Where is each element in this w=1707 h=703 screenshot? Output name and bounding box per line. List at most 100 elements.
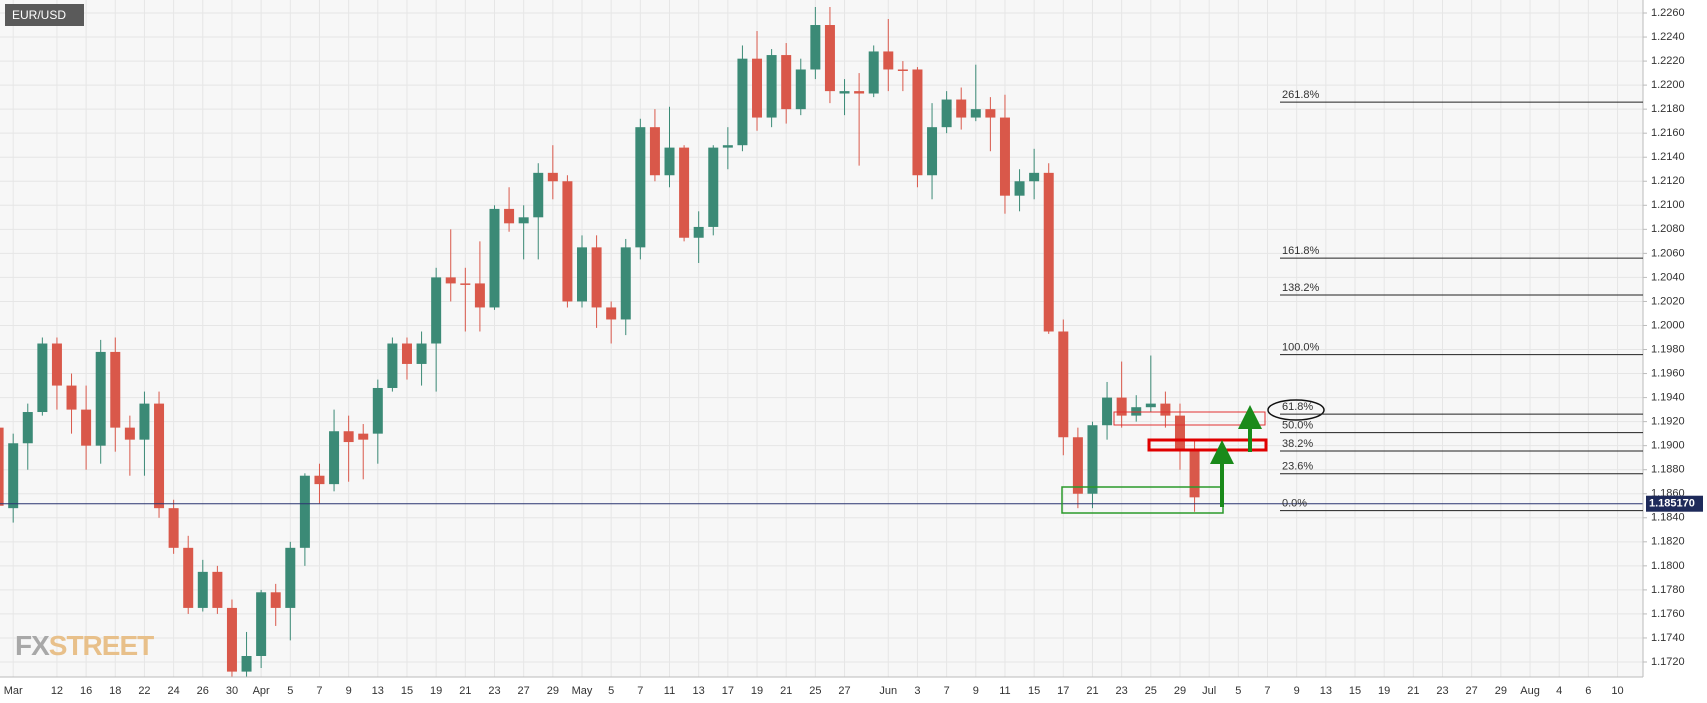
candle-body [664, 147, 675, 176]
y-tick-label: 1.1940 [1651, 391, 1685, 403]
x-tick-label: 25 [1145, 685, 1157, 697]
candle-body [956, 99, 967, 118]
candle-body [562, 181, 573, 302]
x-tick-label: Aug [1520, 685, 1540, 697]
candle-body [1058, 331, 1069, 438]
candle-body [474, 283, 485, 308]
candle-body [577, 247, 587, 302]
y-tick-label: 1.2260 [1651, 7, 1685, 19]
x-tick-label: 29 [547, 685, 559, 697]
candle-body [270, 592, 281, 608]
candle-body [897, 69, 908, 71]
x-tick-label: 25 [809, 685, 821, 697]
x-tick-label: 9 [973, 685, 979, 697]
y-tick-label: 1.1720 [1651, 656, 1685, 668]
y-tick-label: 1.2040 [1651, 271, 1685, 283]
plot-background [0, 0, 1643, 677]
candle-body [1116, 397, 1127, 416]
candle-body [883, 51, 894, 70]
y-tick-label: 1.2220 [1651, 55, 1685, 67]
candle-body [970, 109, 981, 118]
last-price-label: 1.185170 [1649, 498, 1695, 510]
candle-body [927, 127, 938, 176]
resistance-box [1147, 438, 1268, 452]
x-tick-label: 29 [1174, 685, 1186, 697]
x-tick-label: 10 [1611, 685, 1623, 697]
candle-body [708, 147, 719, 227]
x-tick-label: Jul [1202, 685, 1216, 697]
candle-body [110, 351, 121, 428]
y-tick-label: 1.2180 [1651, 103, 1685, 115]
x-tick-label: 19 [430, 685, 442, 697]
y-tick-label: 1.2020 [1651, 295, 1685, 307]
candle-body [795, 69, 806, 110]
candle-body [1145, 403, 1156, 408]
x-tick-label: 7 [637, 685, 643, 697]
x-tick-label: 12 [51, 685, 63, 697]
candle-body [999, 117, 1010, 196]
x-tick-label: 7 [316, 685, 322, 697]
y-tick-label: 1.2200 [1651, 79, 1685, 91]
candle-body [256, 592, 267, 656]
candle-body [693, 226, 704, 238]
x-tick-label: 22 [138, 685, 150, 697]
y-tick-label: 1.1880 [1651, 464, 1685, 476]
x-tick-label: 17 [1057, 685, 1069, 697]
candle-body [781, 55, 792, 110]
y-tick-label: 1.2120 [1651, 175, 1685, 187]
candle-body [285, 547, 296, 608]
candle-body [547, 172, 558, 182]
x-tick-label: 26 [197, 685, 209, 697]
y-tick-label: 1.1840 [1651, 512, 1685, 524]
y-tick-label: 1.2000 [1651, 319, 1685, 331]
candle-body [752, 58, 763, 118]
candle-body [1102, 397, 1113, 426]
candle-body [299, 475, 310, 548]
x-tick-label: 13 [693, 685, 705, 697]
watermark: FXSTREET [15, 630, 154, 661]
candle-body [168, 508, 179, 548]
x-tick-label: 30 [226, 685, 238, 697]
x-tick-label: 27 [518, 685, 530, 697]
fib-label: 61.8% [1282, 401, 1313, 413]
x-tick-label: 27 [838, 685, 850, 697]
x-tick-label: 15 [1028, 685, 1040, 697]
fib-label: 100.0% [1282, 341, 1320, 353]
x-tick-label: 21 [1407, 685, 1419, 697]
watermark-part: FX [15, 630, 50, 661]
x-tick-label: 21 [780, 685, 792, 697]
candle-body [504, 208, 515, 224]
x-tick-label: 15 [401, 685, 413, 697]
y-tick-label: 1.2060 [1651, 247, 1685, 259]
y-tick-label: 1.2160 [1651, 127, 1685, 139]
x-tick-label: 16 [80, 685, 92, 697]
candle-body [226, 607, 237, 672]
candle-body [51, 343, 62, 386]
x-tick-label: 11 [999, 685, 1010, 697]
candle-body [533, 172, 544, 218]
candle-body [606, 307, 617, 320]
chart-title: EUR/USD [12, 8, 66, 22]
y-tick-label: 1.2240 [1651, 31, 1685, 43]
fib-label: 23.6% [1282, 461, 1313, 473]
x-tick-label: Apr [253, 685, 270, 697]
x-tick-label: 3 [914, 685, 920, 697]
watermark-part: STREET [49, 630, 154, 661]
candle-body [679, 147, 690, 238]
candle-body [183, 547, 194, 608]
candle-body [518, 217, 529, 224]
y-tick-label: 1.1900 [1651, 440, 1685, 452]
x-tick-label: 4 [1556, 685, 1562, 697]
candle-body [1014, 181, 1025, 196]
candle-body [985, 109, 996, 118]
x-tick-label: 15 [1349, 685, 1361, 697]
symbol-chip [5, 4, 84, 26]
candle-body [1029, 172, 1040, 182]
y-tick-label: 1.1960 [1651, 367, 1685, 379]
x-tick-label: 27 [1466, 685, 1478, 697]
x-tick-label: 23 [1436, 685, 1448, 697]
candle-body [81, 409, 92, 446]
fib-label: 138.2% [1282, 282, 1320, 294]
candle-body [372, 387, 383, 434]
